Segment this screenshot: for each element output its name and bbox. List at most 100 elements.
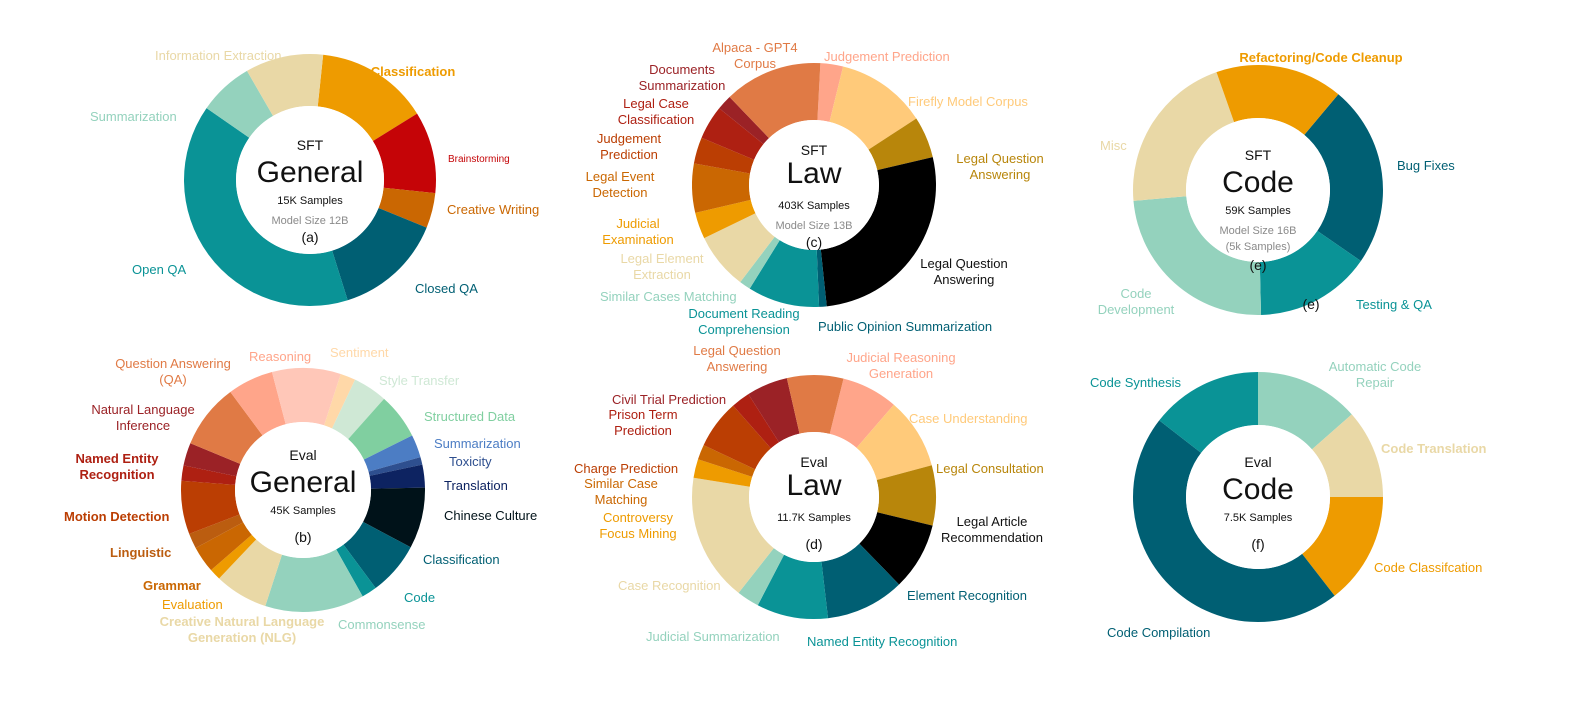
slice-b-3 [363, 435, 421, 472]
slice-a-0 [317, 54, 418, 142]
slice-c-5 [749, 240, 820, 307]
center-big-title-d: Law [786, 469, 841, 502]
slice-a-2 [378, 187, 436, 228]
center-samples-e: 59K Samples [1225, 205, 1291, 217]
center-tag-f: (f) [1251, 536, 1264, 552]
slice-d-0 [829, 378, 894, 448]
slice-label-b-2: Structured Data [424, 409, 516, 424]
center-small-title-a: SFT [297, 137, 324, 153]
slice-label-c-0: Judgement Prediction [824, 49, 950, 64]
slice-label-b-4: Toxicity [449, 454, 492, 469]
slice-label-b-6: Chinese Culture [444, 508, 537, 523]
slice-d-7 [692, 477, 774, 593]
slice-label-b-14: Motion Detection [64, 509, 169, 524]
slice-label-d-13: Legal Question Answering [693, 343, 780, 374]
center-big-title-c: Law [786, 157, 841, 190]
slice-e-0 [1304, 94, 1383, 261]
slice-c-10 [693, 137, 755, 174]
slice-label-f-4: Code Synthesis [1090, 375, 1182, 390]
slice-f-1 [1312, 414, 1383, 497]
slice-c-3 [820, 157, 936, 307]
slice-label-b-17: Question Answering (QA) [115, 356, 231, 387]
extra-tag-e: (e) [1302, 296, 1319, 312]
slice-label-d-1: Case Understanding [909, 411, 1028, 426]
slice-label-b-13: Linguistic [110, 545, 171, 560]
center-big-title-e: Code [1222, 166, 1294, 199]
slice-label-c-2: Legal Question Answering [956, 151, 1043, 182]
slice-c-4 [816, 249, 827, 307]
donut-center-f [1186, 425, 1330, 569]
slice-b-1 [332, 379, 385, 440]
slice-c-2 [868, 118, 933, 171]
slice-label-f-2: Code Classifcation [1374, 560, 1482, 575]
slice-label-b-15: Named Entity Recognition [75, 451, 159, 482]
slice-label-b-7: Classification [423, 552, 500, 567]
donut-center-b [235, 422, 371, 558]
slice-label-f-0: Automatic Code Repair [1329, 359, 1422, 390]
center-big-title-a: General [257, 156, 364, 189]
slice-a-3 [332, 207, 427, 301]
slice-b-5 [369, 464, 425, 489]
center-samples-c: 403K Samples [778, 200, 850, 212]
slice-label-d-2: Legal Consultation [936, 461, 1044, 476]
slice-label-d-7: Case Recognition [618, 578, 721, 593]
donut-center-e [1186, 118, 1330, 262]
slice-b-4 [368, 457, 423, 476]
slice-label-f-3: Code Compilation [1107, 625, 1210, 640]
slice-label-a-0: Classification [371, 64, 456, 79]
slice-label-c-1: Firefly Model Corpus [908, 94, 1028, 109]
slice-b-13 [189, 514, 244, 548]
slice-b-17 [190, 391, 263, 464]
slice-b-10 [219, 539, 282, 607]
center-model2-e: (5k Samples) [1226, 241, 1291, 253]
donut-sft-general: Classification Brainstorming Creative Writ… [90, 48, 539, 307]
center-samples-f: 7.5K Samples [1224, 512, 1293, 524]
slice-label-d-6: Judicial Summarization [646, 629, 780, 644]
slice-e-2 [1133, 196, 1262, 315]
slice-label-b-8: Code [404, 590, 435, 605]
center-small-title-f: Eval [1244, 454, 1271, 470]
slice-label-d-11: Prison Term Prediction [608, 407, 677, 438]
slice-c-13 [729, 63, 821, 139]
donut-eval-code: Automatic Code Repair Code Translation Code… [1090, 359, 1487, 640]
slice-a-1 [372, 113, 436, 194]
slice-c-1 [829, 66, 917, 150]
donut-sft-law: Judgement Prediction Firefly Model Corpus… [586, 40, 1044, 337]
slice-label-b-12: Grammar [143, 578, 201, 593]
center-samples-b: 45K Samples [270, 505, 336, 517]
center-model-e: Model Size 16B [1219, 225, 1296, 237]
center-model-c: Model Size 13B [775, 220, 852, 232]
slice-c-6 [740, 236, 780, 289]
slice-e-1 [1259, 230, 1361, 315]
slice-label-e-2: Code Development [1098, 286, 1175, 317]
slice-label-b-11: Evaluation [162, 597, 223, 612]
donut-eval-law: Judicial Reasoning Generation Case Underst… [574, 343, 1044, 649]
slice-label-d-9: Similar Case Matching [584, 476, 658, 507]
center-small-title-e: SFT [1245, 147, 1272, 163]
donut-eval-general: Sentiment Style Transfer Structured Data Su… [64, 345, 537, 645]
slice-d-10 [703, 405, 771, 470]
center-model-a: Model Size 12B [271, 215, 348, 227]
slice-d-3 [859, 512, 933, 585]
slice-b-8 [336, 544, 376, 597]
slice-label-a-6: Information Extraction [155, 48, 281, 63]
slice-label-e-1: Testing & QA [1356, 297, 1432, 312]
donut-center-a [236, 106, 384, 254]
slice-label-a-1: Brainstorming [448, 154, 510, 165]
slice-label-b-0: Sentiment [330, 345, 389, 360]
slice-label-b-1: Style Transfer [379, 373, 460, 388]
slice-b-6 [363, 487, 425, 548]
slice-label-e-4: Refactoring/Code Cleanup [1239, 50, 1402, 65]
slice-a-6 [247, 54, 324, 116]
slice-b-19 [271, 368, 341, 426]
donut-center-d [749, 432, 879, 562]
slice-f-3 [1132, 420, 1335, 623]
donut-center-c [749, 120, 879, 250]
slice-label-b-9: Commonsense [338, 617, 425, 632]
slice-d-11 [733, 394, 780, 449]
slice-c-0 [817, 63, 844, 122]
center-tag-e: (e) [1249, 257, 1266, 273]
slice-label-c-7: Legal Element Extraction [620, 251, 703, 282]
slice-d-4 [821, 543, 900, 619]
